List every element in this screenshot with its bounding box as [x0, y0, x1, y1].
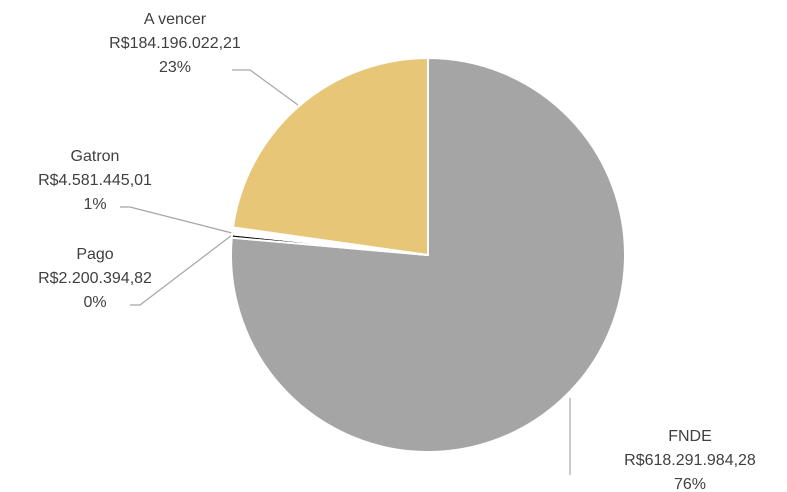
slice-value-label: R$618.291.984,28 [624, 452, 756, 469]
slice-percent-label: 1% [83, 196, 106, 213]
slice-label: Gatron [71, 148, 120, 165]
slice-label: Pago [76, 246, 113, 263]
slice-percent-label: 23% [159, 59, 191, 76]
slice-value-label: R$184.196.022,21 [109, 35, 241, 52]
slice-label: FNDE [668, 428, 712, 445]
slice-value-label: R$2.200.394,82 [38, 270, 152, 287]
slice-label: A vencer [144, 11, 207, 28]
slice-value-label: R$4.581.445,01 [38, 172, 152, 189]
leader-line [130, 231, 237, 306]
slice-percent-label: 76% [674, 476, 706, 492]
leader-line [232, 69, 299, 106]
slice-percent-label: 0% [83, 294, 106, 311]
leader-line [120, 206, 233, 234]
pie-slice [231, 56, 429, 257]
